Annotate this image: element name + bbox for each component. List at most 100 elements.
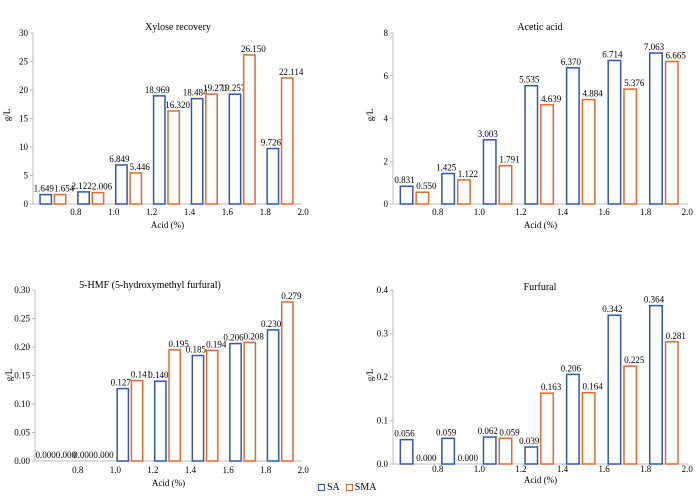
data-label-sa: 6.714 [602, 49, 623, 59]
bar-sma [664, 60, 679, 205]
y-tick-label: 0.30 [14, 285, 30, 295]
data-label-sma: 0.550 [416, 181, 437, 191]
x-tick-label: 1.2 [515, 207, 526, 217]
y-tick-label: 0.4 [377, 285, 389, 295]
data-label-sma: 0.164 [583, 382, 604, 392]
y-tick-label: 25 [19, 57, 29, 67]
y-tick-label: 0 [384, 199, 389, 209]
x-tick-label: 0.8 [432, 207, 444, 217]
y-tick-label: 0.1 [377, 416, 388, 426]
y-tick-label: 8 [384, 28, 389, 38]
data-label-sa: 0.000 [73, 450, 94, 460]
data-label-sma: 0.141 [131, 370, 151, 380]
bar-sma [91, 191, 105, 205]
bar-sa [399, 185, 414, 205]
bar-sa [152, 95, 166, 205]
data-label-sma: 0.059 [499, 427, 520, 437]
data-label-sma: 0.208 [244, 331, 265, 341]
chart-panel-2: 0 2 4 6 8 Acetic acid Acid (%) g/L 0.8 0.8310.550… [365, 22, 693, 230]
data-label-sa: 0.831 [394, 175, 414, 185]
data-label-sa: 0.185 [186, 345, 207, 355]
bar-sa [153, 380, 167, 462]
legend: SA SMA [318, 482, 376, 493]
data-label-sma: 26.150 [241, 44, 266, 54]
chart-panel-3: 0.00 0.05 0.10 0.15 0.20 0.25 0.30 5-HMF (5-hyd… [4, 280, 309, 488]
data-label-sa: 7.063 [644, 42, 665, 52]
bar-sma [205, 93, 218, 205]
bar-sa [524, 446, 539, 465]
x-axis-title: Acid (%) [151, 220, 184, 230]
chart-title: Xylose recovery [145, 22, 211, 33]
x-tick-label: 1.8 [260, 207, 272, 217]
bar-sma [581, 98, 596, 205]
legend-label-sma: SMA [354, 482, 377, 493]
x-tick-label: 1.2 [146, 207, 157, 217]
x-tick-label: 1.4 [557, 207, 569, 217]
x-tick-label: 0.8 [432, 464, 444, 474]
bar-sma [623, 365, 638, 465]
data-label-sa: 9.726 [261, 138, 282, 148]
data-label-sma: 6.665 [666, 51, 687, 61]
data-label-sma: 1.122 [458, 169, 478, 179]
bar-sma [415, 191, 430, 205]
data-label-sma: 22.114 [279, 67, 304, 77]
y-tick-label: 6 [384, 71, 389, 81]
bar-sa [77, 191, 90, 205]
bar-sa [116, 387, 130, 462]
data-label-sma: 4.639 [541, 94, 562, 104]
bar-sa [229, 342, 242, 462]
x-tick-label: 1.0 [474, 207, 486, 217]
chart-panel-1: 0 5 10 15 20 25 30 Xylose recovery Acid (%) g/L 0.… [2, 22, 309, 230]
data-label-sa: 2.122 [71, 181, 91, 191]
x-tick-label: 1.0 [474, 464, 486, 474]
y-tick-label: 4 [384, 114, 389, 124]
data-label-sa: 0.230 [261, 319, 282, 329]
x-tick-label: 1.6 [222, 207, 234, 217]
bar-sma [168, 349, 182, 462]
bar-sma [280, 77, 294, 205]
bar-sa [441, 172, 456, 205]
bar-sma [167, 110, 181, 205]
y-tick-label: 0.0 [377, 459, 389, 469]
data-label-sa: 19.257 [221, 83, 246, 93]
x-axis-title: Acid (%) [524, 475, 557, 485]
data-label-sma: 0.279 [281, 291, 302, 301]
y-axis-title: g/L [2, 109, 12, 122]
data-label-sa: 0.206 [561, 363, 582, 373]
chart-title: 5-HMF (5-hydroxymethyl furfural) [79, 280, 221, 291]
data-label-sma: 5.446 [130, 162, 151, 172]
x-tick-label: 1.4 [557, 464, 569, 474]
bar-sma [581, 391, 596, 465]
y-tick-label: 0 [24, 199, 29, 209]
y-axis-title: g/L [365, 109, 375, 122]
x-tick-label: 1.2 [147, 465, 158, 475]
x-tick-label: 2.0 [682, 464, 694, 474]
bar-sma [540, 392, 555, 465]
bar-sa [266, 147, 280, 205]
data-label-sma: 0.000 [416, 453, 437, 463]
x-axis-title: Acid (%) [524, 220, 557, 230]
bar-sa [482, 139, 497, 205]
x-tick-label: 1.4 [184, 207, 196, 217]
data-label-sma: 0.195 [169, 339, 190, 349]
bar-sma [130, 379, 144, 462]
y-tick-label: 0.05 [14, 428, 30, 438]
bar-sa [228, 93, 242, 205]
bar-sma [280, 301, 294, 462]
bar-sa [441, 437, 456, 465]
bar-sa [649, 52, 663, 205]
y-tick-label: 30 [19, 28, 29, 38]
bar-sma [456, 179, 471, 205]
legend-swatch-sma [345, 484, 353, 491]
x-tick-label: 1.4 [185, 465, 197, 475]
y-axis-title: g/L [365, 369, 375, 382]
data-label-sa: 18.484 [183, 88, 208, 98]
data-label-sma: 19.271 [203, 83, 228, 93]
data-label-sma: 1.654 [54, 184, 75, 194]
data-label-sa: 0.056 [394, 429, 415, 439]
data-label-sa: 3.003 [478, 129, 499, 139]
y-tick-label: 5 [24, 171, 29, 181]
bar-sa [524, 84, 539, 205]
x-tick-label: 1.6 [598, 207, 610, 217]
